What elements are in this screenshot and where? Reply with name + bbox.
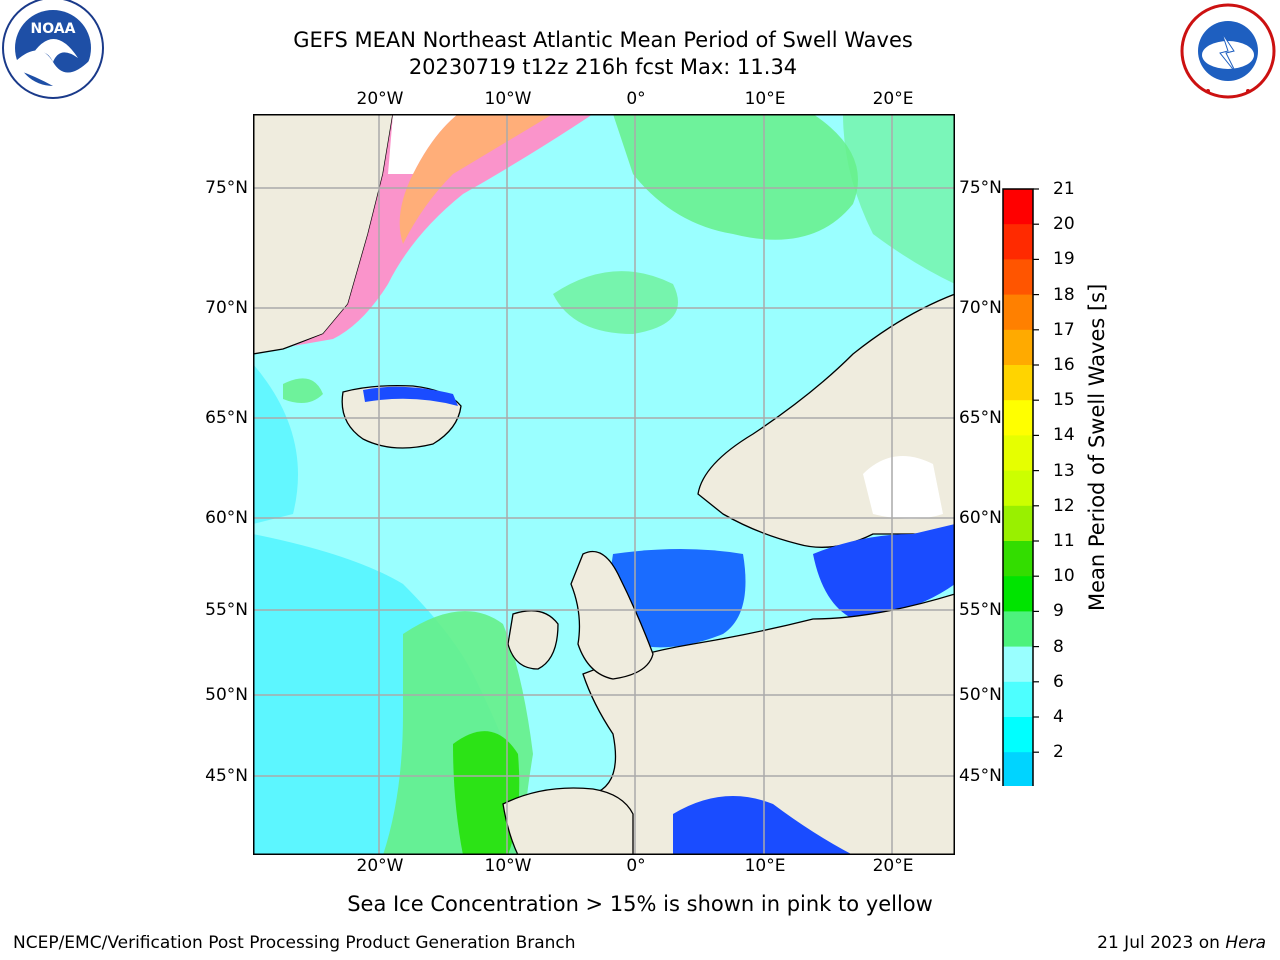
colorbar-segment [1003,259,1033,296]
colorbar-segment [1003,435,1033,472]
colorbar-tick-label: 4 [1053,707,1064,727]
colorbar-tick-label: 8 [1053,636,1064,657]
colorbar-tick-label: 6 [1053,671,1064,692]
lat-label-right: 50°N [959,685,1002,705]
lat-label-left: 45°N [205,766,248,786]
colorbar-tick-label: 15 [1053,390,1075,411]
map-title: GEFS MEAN Northeast Atlantic Mean Period… [293,28,913,52]
iceland-land [341,384,462,449]
colorbar-tick-label: 12 [1053,495,1075,516]
lon-label-bottom: 10°E [744,856,786,876]
sea-ice-band [293,114,593,346]
footer-credit: NCEP/EMC/Verification Post Processing Pr… [13,933,576,953]
colorbar-segment [1003,470,1033,507]
lon-label-bottom: 20°E [872,856,914,876]
lat-label-left: 65°N [205,408,248,428]
lat-label-right: 45°N [959,766,1002,786]
north-sea [610,549,746,648]
lon-label-top: 10°E [744,89,786,109]
lon-label-bottom: 20°W [356,856,404,876]
lat-label-left: 50°N [205,685,248,705]
colorbar-segment [1003,365,1033,401]
colorbar-tick-label: 11 [1053,531,1075,551]
map-subtitle: 20230719 t12z 216h fcst Max: 11.34 [408,55,798,79]
lat-label-left: 70°N [205,298,248,318]
noaa-logo: NOAA [2,0,104,99]
colorbar-segment [1003,541,1033,577]
colorbar-segment [1003,681,1033,718]
colorbar-tick-label: 9 [1053,601,1064,622]
colorbar-tick-label: 19 [1053,249,1075,270]
baltic-sea [813,524,955,619]
colorbar-tick-label: 2 [1053,742,1064,763]
lat-label-left: 75°N [205,178,248,198]
nws-logo [1180,3,1276,99]
colorbar-tick-label: 18 [1053,284,1075,305]
noaa-logo-text: NOAA [31,21,76,37]
lat-label-right: 55°N [959,600,1002,620]
graticule [253,114,955,855]
colorbar-segment [1003,329,1033,366]
colorbar-tick-label: 13 [1053,460,1075,481]
lon-label-top: 0° [626,89,646,109]
colorbar-segment [1003,189,1033,225]
lat-label-left: 55°N [205,600,248,620]
colorbar [1002,188,1039,786]
colorbar-segment [1003,752,1033,786]
colorbar-tick-label: 20 [1053,214,1075,235]
footer-host: Hera [1225,933,1266,953]
swell-period-map [253,114,955,855]
colorbar-tick-label: 10 [1053,566,1075,587]
lat-label-right: 60°N [959,508,1002,528]
footer-date: 21 Jul 2023 on Hera [1097,932,1266,954]
ireland-land [507,610,559,670]
colorbar-segment [1003,294,1033,331]
colorbar-segment [1003,224,1033,260]
colorbar-segment [1003,576,1033,612]
colorbar-segment [1003,717,1033,753]
colorbar-tick-label: 14 [1053,425,1075,446]
lat-label-right: 70°N [959,298,1002,318]
colorbar-segment [1003,505,1033,542]
lon-label-top: 20°E [872,89,914,109]
lon-label-top: 20°W [356,89,404,109]
colorbar-tick-label: 16 [1053,355,1075,375]
great-britain-land [570,550,654,680]
lon-label-top: 10°W [484,89,532,109]
colorbar-tick-label: 21 [1053,179,1075,199]
iberia-land [502,787,634,855]
footer-date-text: 21 Jul 2023 on [1097,933,1226,953]
sea-ice-caption: Sea Ice Concentration > 15% is shown in … [347,892,933,916]
lat-label-left: 60°N [205,508,248,528]
lat-label-right: 75°N [959,178,1002,198]
colorbar-tick-label: 17 [1053,319,1075,340]
lat-label-right: 65°N [959,408,1002,428]
lon-label-bottom: 0° [626,856,646,876]
colorbar-segment [1003,400,1033,436]
colorbar-segment [1003,611,1033,648]
mediterranean-sea [673,796,853,855]
colorbar-segment [1003,646,1033,683]
colorbar-label: Mean Period of Swell Waves [s] [1085,283,1109,611]
lon-label-bottom: 10°W [484,856,532,876]
